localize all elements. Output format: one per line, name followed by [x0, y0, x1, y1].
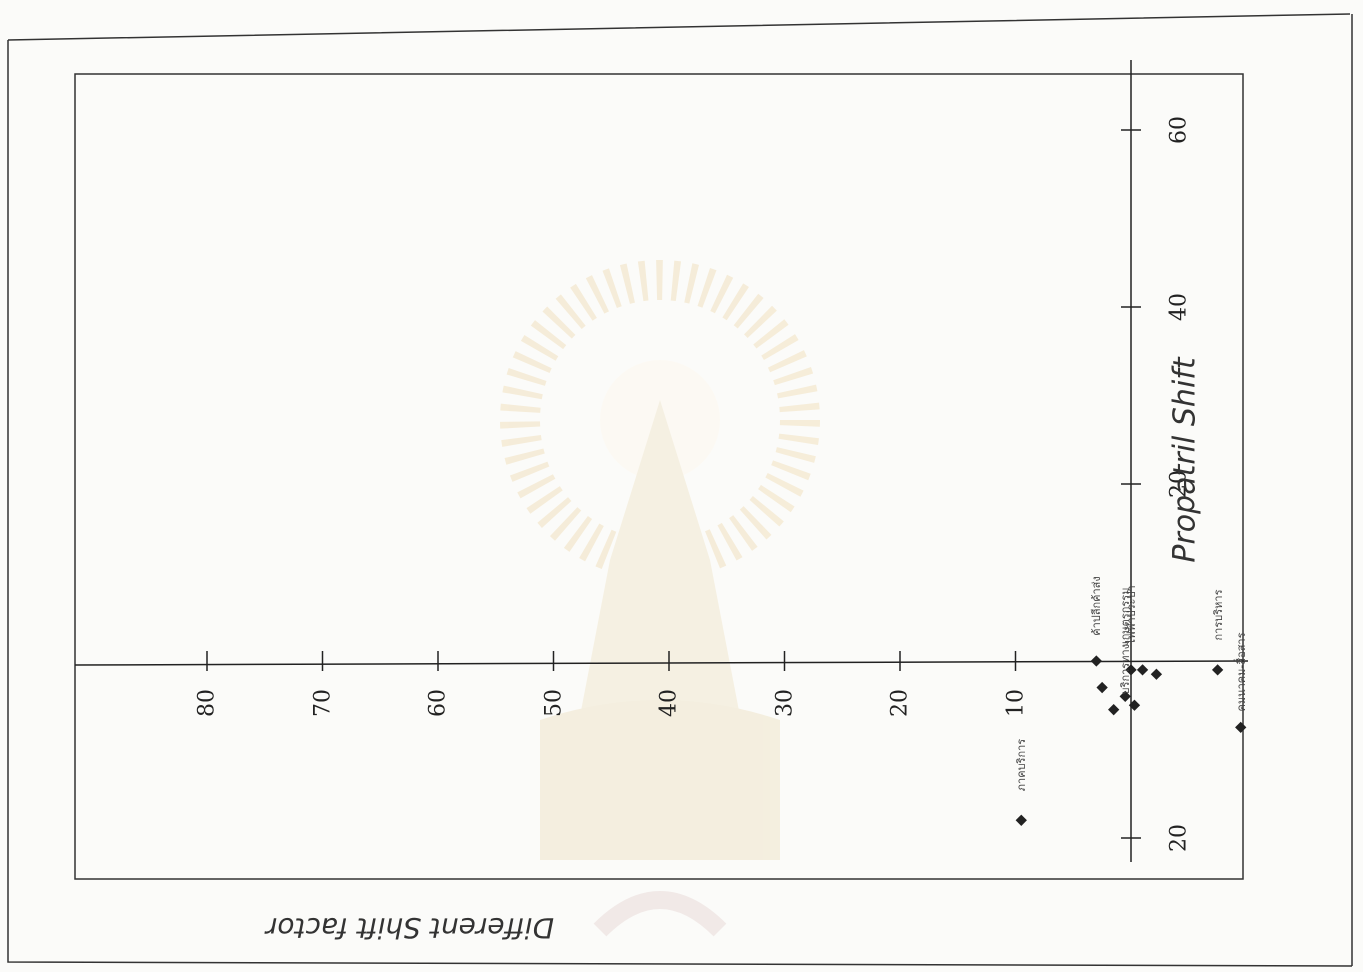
x-axis-title: Propatril Shift	[1167, 357, 1203, 563]
y-axis-title: Different Shift factor	[265, 911, 555, 945]
y-tick-label: 20	[887, 689, 913, 717]
data-point	[1015, 814, 1027, 826]
data-point-label: คมนาคม-สื่อสาร	[1234, 632, 1248, 712]
data-point-label: ไฟฟ้าประปา	[1125, 585, 1138, 645]
data-point	[1136, 664, 1149, 676]
data-point	[1119, 690, 1131, 703]
data-point	[1090, 655, 1103, 667]
data-point	[1108, 704, 1120, 716]
x-tick-label: 60	[1166, 116, 1192, 144]
y-tick-label: 40	[656, 689, 682, 717]
y-tick-label: 60	[425, 689, 451, 717]
x-ticks	[1121, 129, 1141, 839]
y-axis-line	[74, 660, 1249, 666]
x-tick-label: 20	[1166, 824, 1192, 852]
plot-area	[74, 73, 1244, 880]
data-point	[1211, 664, 1224, 676]
y-tick-label: 10	[1003, 689, 1028, 717]
data-point	[1150, 668, 1163, 680]
y-tick-label: 30	[772, 689, 797, 717]
y-tick-label: 70	[310, 689, 335, 717]
data-point-label: ค้าปลีกค้าส่ง	[1090, 576, 1104, 636]
data-point	[1096, 681, 1108, 694]
y-tick-label: 50	[541, 689, 566, 717]
y-tick-label: 80	[194, 689, 220, 717]
y-ticks	[206, 651, 1017, 671]
data-point	[1125, 664, 1137, 676]
data-point-label: ภาคบริการ	[1015, 739, 1029, 792]
data-points	[1015, 655, 1247, 826]
x-tick-label: 40	[1166, 293, 1192, 321]
data-point	[1235, 721, 1247, 734]
university-seal-watermark	[500, 260, 820, 937]
page-border	[7, 13, 1353, 967]
data-point-label: การบริหาร	[1211, 589, 1225, 641]
data-point	[1128, 699, 1141, 711]
